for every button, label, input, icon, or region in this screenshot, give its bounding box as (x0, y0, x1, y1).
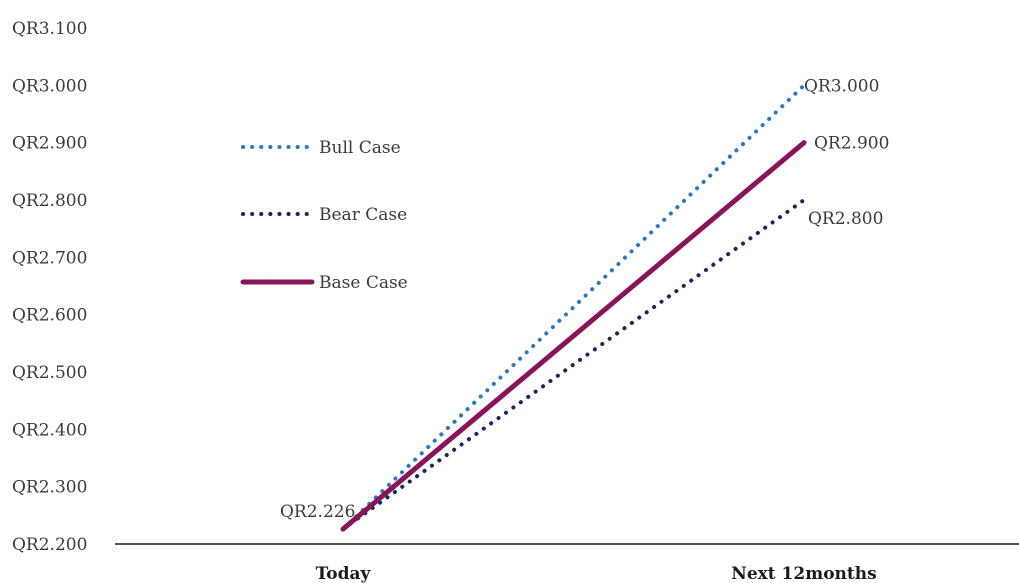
y-tick-label: QR2.900 (12, 134, 87, 154)
x-tick-label: Today (316, 564, 372, 583)
series-layer (340, 83, 807, 532)
y-tick-label: QR2.300 (12, 478, 87, 498)
y-tick-label: QR2.500 (12, 363, 87, 383)
legend: Bull Case Bear Case Base Case (240, 138, 408, 293)
legend-label: Bull Case (319, 138, 401, 158)
x-tick-label: Next 12months (731, 564, 876, 583)
start-value-label: QR2.226 (280, 502, 355, 522)
legend-label: Base Case (319, 273, 408, 293)
end-value-label-bull-case: QR3.000 (804, 76, 879, 96)
y-tick-label: QR2.400 (12, 420, 87, 440)
y-tick-label: QR2.200 (12, 535, 87, 555)
y-tick-label: QR3.000 (12, 76, 87, 96)
x-axis: Today Next 12months (115, 543, 1019, 583)
end-value-label-base-case: QR2.900 (814, 134, 889, 154)
series-line-base-case (340, 140, 807, 532)
y-axis: QR2.200 QR2.300 QR2.400 QR2.500 QR2.600 QR2.7… (12, 19, 87, 555)
series-line-bear-case (341, 198, 806, 532)
y-tick-label: QR2.600 (12, 306, 87, 326)
series-line-bull-case (341, 83, 806, 532)
y-tick-label: QR2.700 (12, 248, 87, 268)
data-labels: QR2.226 QR3.000 QR2.800 QR2.900 (280, 76, 889, 522)
y-tick-label: QR3.100 (12, 19, 87, 39)
legend-label: Bear Case (319, 205, 407, 225)
y-tick-label: QR2.800 (12, 191, 87, 211)
end-value-label-bear-case: QR2.800 (808, 209, 883, 229)
